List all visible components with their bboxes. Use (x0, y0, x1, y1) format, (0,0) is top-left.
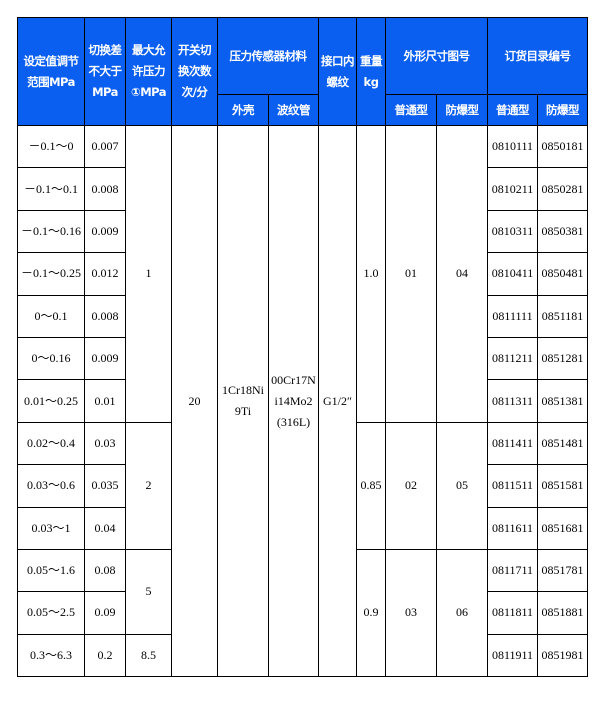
switch-freq-cell: 20 (171, 124, 218, 678)
table-row: 0.02～0.4 0.03 2 0.85 02 05 0811411 0851481 (17, 421, 588, 550)
header-order-explosion: 防爆型 (537, 94, 588, 126)
header-housing: 外壳 (217, 94, 269, 126)
order-normal-cell: 0811411 (487, 421, 538, 466)
dim-explosion-cell: 04 (436, 125, 488, 423)
diff-cell: 0.008 (84, 167, 126, 211)
order-explosion-cell: 0851781 (537, 548, 588, 593)
order-explosion-cell: 0851981 (537, 633, 588, 678)
order-explosion-cell: 0851681 (537, 506, 588, 550)
diff-cell: 0.03 (84, 421, 126, 466)
order-normal-cell: 0811811 (487, 591, 538, 635)
order-explosion-cell: 0850181 (537, 124, 588, 169)
order-explosion-cell: 0851481 (537, 421, 588, 466)
header-thread: 接口内螺纹 (318, 17, 357, 126)
dim-explosion-cell: 06 (436, 548, 488, 678)
diff-cell: 0.008 (84, 294, 126, 338)
header-diff: 切换差不大于MPa (84, 17, 126, 126)
order-explosion-cell: 0851881 (537, 591, 588, 635)
weight-cell: 0.85 (356, 421, 386, 550)
table-row: 0.05～1.6 0.08 5 0.9 03 06 0811711 0851781 (17, 548, 588, 678)
range-cell: 0.03～0.6 (17, 464, 85, 508)
order-normal-cell: 0811911 (487, 633, 538, 678)
order-explosion-cell: 0851281 (537, 336, 588, 381)
max-pressure-cell: 8.5 (125, 633, 172, 678)
order-explosion-cell: 0850281 (537, 167, 588, 211)
diff-cell: 0.2 (84, 633, 126, 678)
diff-cell: 0.08 (84, 548, 126, 593)
header-order-number: 订货目录编号 (487, 17, 588, 95)
order-normal-cell: 0811211 (487, 336, 538, 381)
order-explosion-cell: 0851581 (537, 464, 588, 508)
header-switch-freq: 开关切换次数次/分 (171, 17, 218, 126)
order-explosion-cell: 0850481 (537, 252, 588, 296)
order-normal-cell: 0811111 (487, 294, 538, 338)
weight-cell: 1.0 (356, 125, 386, 423)
max-pressure-cell: 2 (125, 421, 172, 550)
diff-cell: 0.09 (84, 591, 126, 635)
order-normal-cell: 0810411 (487, 252, 538, 296)
range-cell: －0.1～0.1 (17, 167, 85, 211)
table-row: 0.3～6.3 0.2 8.5 0811911 0851981 (17, 633, 588, 678)
table-row: －0.1～0.25 0.012 0810411 0850481 (17, 252, 588, 296)
table-row: －0.1～0.16 0.009 0810311 0850381 (17, 209, 588, 254)
diff-cell: 0.009 (84, 209, 126, 254)
diff-cell: 0.04 (84, 506, 126, 550)
max-pressure-cell: 1 (125, 125, 172, 423)
range-cell: －0.1～0 (17, 124, 85, 169)
order-explosion-cell: 0851381 (537, 379, 588, 423)
diff-cell: 0.007 (84, 124, 126, 169)
table-row: －0.1～0.1 0.008 0810211 0850281 (17, 167, 588, 211)
dim-normal-cell: 01 (385, 125, 437, 423)
dim-normal-cell: 02 (385, 421, 437, 550)
range-cell: 0.02～0.4 (17, 421, 85, 466)
range-cell: 0.05～2.5 (17, 591, 85, 635)
header-dim-normal: 普通型 (385, 94, 437, 126)
dim-normal-cell: 03 (385, 548, 437, 678)
table-row: 0.01～0.25 0.01 0811311 0851381 (17, 379, 588, 423)
diff-cell: 0.009 (84, 336, 126, 381)
header-dim-explosion: 防爆型 (436, 94, 488, 126)
thread-cell: G1/2″ (318, 124, 357, 678)
header-order-normal: 普通型 (487, 94, 538, 126)
max-pressure-cell: 5 (125, 548, 172, 635)
table-row: 0.05～2.5 0.09 0811811 0851881 (17, 591, 588, 635)
order-normal-cell: 0811311 (487, 379, 538, 423)
table-row: －0.1～0 0.007 1 20 1Cr18Ni9Ti 00Cr17Ni14Mo2(31… (17, 124, 588, 678)
product-spec-table: 设定值调节范围MPa 切换差不大于MPa 最大允许压力①MPa 开关切换次数次/… (17, 17, 588, 678)
order-explosion-cell: 0851181 (537, 294, 588, 338)
range-cell: 0～0.16 (17, 336, 85, 381)
order-explosion-cell: 0850381 (537, 209, 588, 254)
order-normal-cell: 0810111 (487, 124, 538, 169)
header-sensor-material: 压力传感器材料 (217, 17, 319, 95)
range-cell: －0.1～0.25 (17, 252, 85, 296)
table-body: －0.1～0 0.007 1 20 1Cr18Ni9Ti 00Cr17Ni14Mo2(31… (17, 124, 588, 678)
order-normal-cell: 0810211 (487, 167, 538, 211)
header-weight: 重量kg (356, 17, 386, 126)
housing-cell: 1Cr18Ni9Ti (217, 124, 269, 678)
weight-cell: 0.9 (356, 548, 386, 678)
range-cell: 0.03～1 (17, 506, 85, 550)
diff-cell: 0.012 (84, 252, 126, 296)
order-normal-cell: 0811511 (487, 464, 538, 508)
range-cell: 0.3～6.3 (17, 633, 85, 678)
table-row: 0.03～1 0.04 0811611 0851681 (17, 506, 588, 550)
diff-cell: 0.01 (84, 379, 126, 423)
diff-cell: 0.035 (84, 464, 126, 508)
order-normal-cell: 0811611 (487, 506, 538, 550)
header-range: 设定值调节范围MPa (17, 17, 85, 126)
order-normal-cell: 0810311 (487, 209, 538, 254)
range-cell: 0.05～1.6 (17, 548, 85, 593)
header-max-pressure: 最大允许压力①MPa (125, 17, 172, 126)
header-bellows: 波纹管 (268, 94, 319, 126)
bellows-cell: 00Cr17Ni14Mo2(316L) (268, 124, 319, 678)
table-row: 0～0.16 0.009 0811211 0851281 (17, 336, 588, 381)
table-row: 0～0.1 0.008 0811111 0851181 (17, 294, 588, 338)
range-cell: －0.1～0.16 (17, 209, 85, 254)
header-dimension-drawing: 外形尺寸图号 (385, 17, 488, 95)
order-normal-cell: 0811711 (487, 548, 538, 593)
dim-explosion-cell: 05 (436, 421, 488, 550)
range-cell: 0～0.1 (17, 294, 85, 338)
range-cell: 0.01～0.25 (17, 379, 85, 423)
